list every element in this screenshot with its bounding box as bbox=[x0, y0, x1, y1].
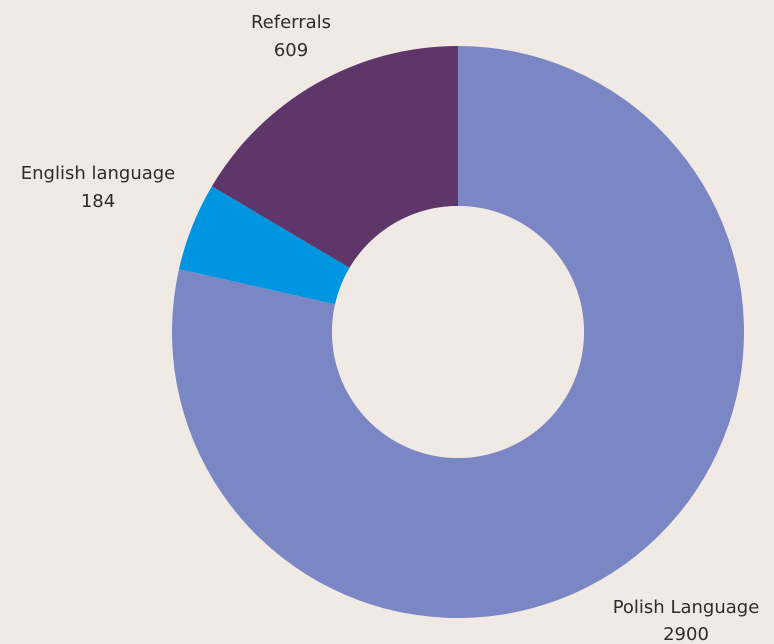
slice-value-english-language: 184 bbox=[81, 191, 115, 212]
donut-hole bbox=[332, 206, 584, 458]
donut-labels: Polish Language 2900 English language 184 Re… bbox=[21, 12, 760, 644]
slice-english-language bbox=[178, 186, 350, 305]
donut-slices bbox=[172, 46, 744, 618]
slice-value-referrals: 609 bbox=[274, 40, 308, 61]
slice-value-polish-language: 2900 bbox=[663, 624, 709, 644]
slice-referrals bbox=[211, 46, 458, 268]
slice-label-polish-language: Polish Language bbox=[613, 597, 760, 618]
slice-label-english-language: English language bbox=[21, 163, 176, 184]
slice-label-referrals: Referrals bbox=[251, 12, 331, 33]
slice-polish-language bbox=[172, 46, 744, 618]
